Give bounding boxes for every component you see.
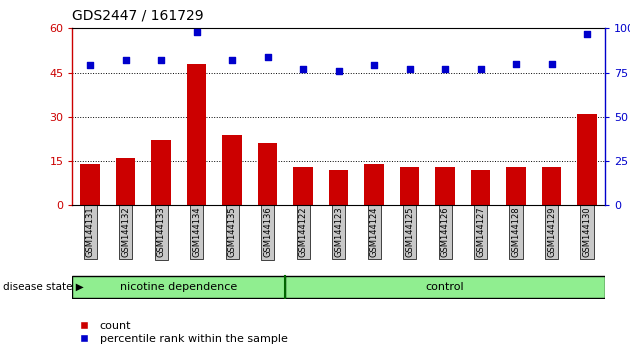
FancyBboxPatch shape [285, 275, 605, 298]
Bar [187, 64, 207, 205]
Bar [364, 164, 384, 205]
Point [192, 29, 202, 35]
Point [369, 63, 379, 68]
Point [440, 66, 450, 72]
Point [404, 66, 415, 72]
Legend: count, percentile rank within the sample: count, percentile rank within the sample [69, 316, 292, 348]
Bar [507, 167, 526, 205]
Point [476, 66, 486, 72]
Point [263, 54, 273, 59]
Bar [400, 167, 420, 205]
Point [546, 61, 557, 67]
Point [85, 63, 95, 68]
Text: GDS2447 / 161729: GDS2447 / 161729 [72, 9, 204, 23]
Bar [542, 167, 561, 205]
FancyBboxPatch shape [72, 275, 285, 298]
Point [120, 57, 131, 63]
Bar [294, 167, 313, 205]
Bar [222, 135, 242, 205]
Bar [258, 143, 277, 205]
Bar [116, 158, 135, 205]
Point [227, 57, 237, 63]
Point [511, 61, 521, 67]
Bar [577, 114, 597, 205]
Bar [151, 141, 171, 205]
Text: control: control [426, 282, 464, 292]
Bar [435, 167, 455, 205]
Bar [471, 170, 490, 205]
Text: nicotine dependence: nicotine dependence [120, 282, 238, 292]
Bar [81, 164, 100, 205]
Text: disease state ▶: disease state ▶ [3, 282, 84, 292]
Point [298, 66, 308, 72]
Point [156, 57, 166, 63]
Point [582, 31, 592, 36]
Point [333, 68, 343, 74]
Bar [329, 170, 348, 205]
